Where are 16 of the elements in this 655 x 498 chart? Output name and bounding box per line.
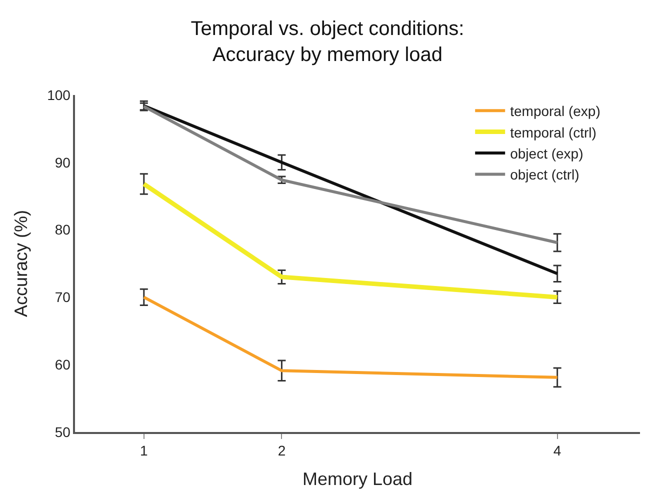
y-axis-title: Accuracy (%) [10, 210, 31, 318]
x-tick-label: 2 [278, 442, 286, 459]
y-tick-label: 80 [54, 222, 71, 238]
legend-label: temporal (ctrl) [510, 124, 596, 140]
y-tick-label: 100 [47, 86, 71, 103]
y-tick-label: 50 [54, 424, 71, 440]
x-tick-label: 4 [553, 442, 562, 459]
y-tick-label: 60 [54, 356, 71, 372]
y-tick-label: 70 [54, 289, 71, 306]
legend-label: temporal (exp) [510, 103, 600, 120]
chart-title: Temporal vs. object conditions: Accuracy by memory load [190, 18, 464, 66]
y-tick-label: 90 [54, 154, 71, 170]
legend-label: object (ctrl) [510, 166, 580, 183]
x-axis-title: Memory Load [302, 469, 413, 490]
x-tick-label: 1 [140, 442, 148, 459]
legend-label: object (exp) [510, 145, 584, 162]
